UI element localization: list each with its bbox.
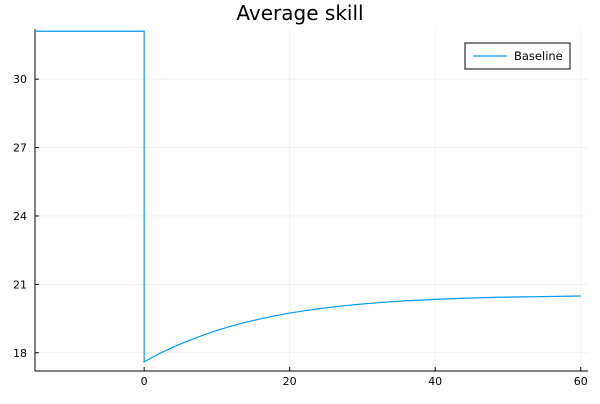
- legend: Baseline: [464, 42, 571, 70]
- y-tick-label: 18: [13, 347, 27, 360]
- x-tick-label: 40: [428, 375, 442, 388]
- y-tick-label: 21: [13, 278, 27, 291]
- series-line-baseline: [35, 30, 581, 363]
- y-tick-label: 30: [13, 73, 27, 86]
- x-tick-label: 20: [283, 375, 297, 388]
- y-tick-label: 24: [13, 210, 27, 223]
- chart-title: Average skill: [236, 1, 363, 25]
- y-tick-label: 27: [13, 142, 27, 155]
- x-tick-label: 60: [574, 375, 588, 388]
- grid-layer: [35, 29, 588, 371]
- ticks-layer: 0 20 40 60 18 21 24 27 30: [13, 73, 588, 388]
- x-tick-label: 0: [141, 375, 148, 388]
- legend-label: Baseline: [514, 49, 563, 63]
- series-layer: [35, 30, 581, 363]
- axes-layer: [34, 29, 588, 372]
